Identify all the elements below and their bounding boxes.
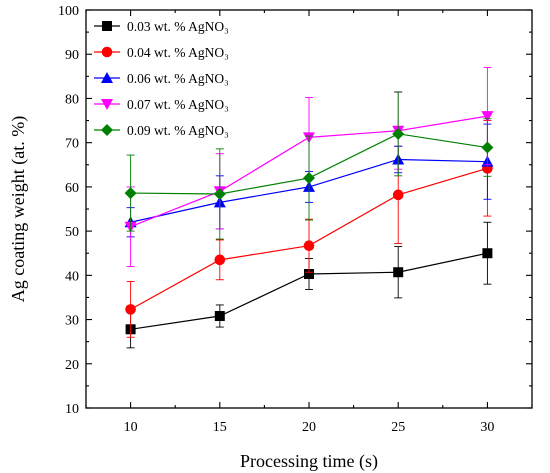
legend-item: 0.04 wt. % AgNO₃ bbox=[94, 45, 229, 60]
y-tick-label: 10 bbox=[65, 402, 79, 417]
legend-item: 0.06 wt. % AgNO₃ bbox=[94, 71, 229, 86]
x-axis: 10 15 20 25 30 bbox=[85, 10, 533, 435]
data-point bbox=[481, 141, 494, 154]
data-point bbox=[303, 240, 315, 252]
data-point bbox=[213, 187, 226, 200]
y-axis-title: Ag coating weight (at. %) bbox=[8, 116, 29, 302]
legend-marker bbox=[101, 46, 113, 58]
data-point bbox=[392, 127, 405, 140]
y-tick-label: 40 bbox=[65, 269, 79, 284]
legend-label: 0.04 wt. % AgNO₃ bbox=[127, 45, 229, 60]
legend-label: 0.07 wt. % AgNO₃ bbox=[127, 97, 229, 112]
x-tick-label: 15 bbox=[213, 420, 227, 435]
legend-item: 0.03 wt. % AgNO₃ bbox=[94, 19, 229, 34]
data-point bbox=[393, 267, 404, 278]
y-tick-label: 50 bbox=[65, 225, 79, 240]
x-tick-label: 25 bbox=[391, 420, 405, 435]
y-tick-label: 70 bbox=[65, 137, 79, 152]
data-point bbox=[482, 248, 493, 259]
legend-marker bbox=[101, 72, 113, 83]
legend-label: 0.06 wt. % AgNO₃ bbox=[127, 71, 229, 86]
data-point bbox=[303, 172, 315, 185]
data-point bbox=[125, 304, 136, 315]
data-point bbox=[214, 311, 225, 322]
legend-marker bbox=[101, 124, 113, 136]
x-tick-label: 20 bbox=[302, 420, 316, 435]
legend: 0.03 wt. % AgNO₃ 0.04 wt. % AgNO₃ 0.06 wt.… bbox=[94, 19, 229, 138]
data-point bbox=[124, 187, 137, 200]
legend-item: 0.07 wt. % AgNO₃ bbox=[94, 97, 229, 112]
x-axis-title: Processing time (s) bbox=[240, 451, 378, 472]
data-point bbox=[481, 111, 494, 123]
y-tick-label: 90 bbox=[65, 48, 79, 63]
y-tick-label: 100 bbox=[58, 4, 79, 19]
data-point bbox=[304, 269, 314, 280]
data-point bbox=[392, 189, 404, 201]
series-5 bbox=[124, 91, 494, 240]
y-tick-label: 20 bbox=[65, 358, 79, 373]
data-point bbox=[214, 254, 226, 266]
legend-label: 0.03 wt. % AgNO₃ bbox=[127, 19, 229, 34]
y-tick-label: 80 bbox=[65, 92, 79, 107]
legend-item: 0.09 wt. % AgNO₃ bbox=[94, 123, 229, 138]
x-tick-label: 10 bbox=[124, 420, 138, 435]
legend-marker bbox=[101, 99, 113, 110]
legend-label: 0.09 wt. % AgNO₃ bbox=[127, 123, 229, 138]
x-tick-label: 30 bbox=[480, 420, 494, 435]
y-axis: 10 20 30 40 50 60 70 80 90 100 bbox=[58, 4, 532, 417]
y-tick-label: 30 bbox=[65, 314, 79, 329]
legend-marker bbox=[102, 21, 112, 31]
y-tick-label: 60 bbox=[65, 181, 79, 196]
